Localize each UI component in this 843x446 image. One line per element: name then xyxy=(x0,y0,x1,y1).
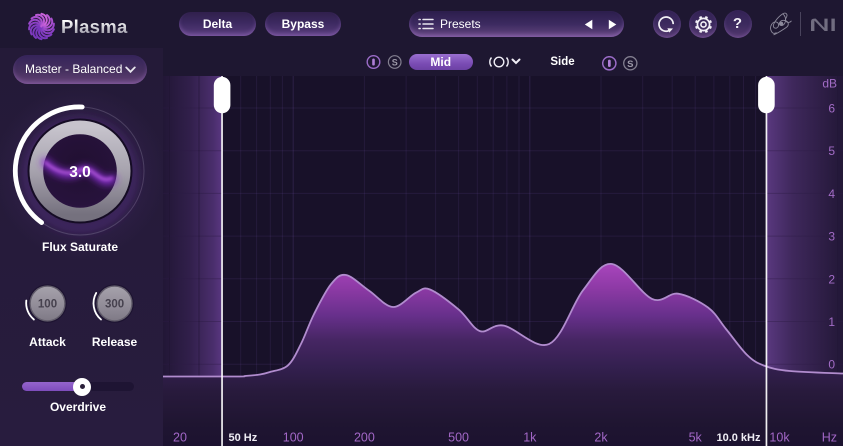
svg-text:dB: dB xyxy=(822,77,837,91)
svg-text:50 Hz: 50 Hz xyxy=(229,432,258,444)
svg-text:Hz: Hz xyxy=(822,431,837,445)
svg-text:200: 200 xyxy=(354,431,375,445)
svg-text:0: 0 xyxy=(828,358,835,372)
svg-text:4: 4 xyxy=(828,187,835,201)
svg-text:S: S xyxy=(392,58,398,68)
svg-text:500: 500 xyxy=(448,431,469,445)
svg-text:2: 2 xyxy=(828,272,835,286)
svg-text:5k: 5k xyxy=(689,431,703,445)
svg-text:300: 300 xyxy=(105,299,124,311)
svg-text:6: 6 xyxy=(828,102,835,116)
svg-text:10k: 10k xyxy=(769,431,790,445)
svg-text:1k: 1k xyxy=(523,431,537,445)
svg-text:3.0: 3.0 xyxy=(69,164,91,181)
svg-text:20: 20 xyxy=(173,431,187,445)
svg-text:1: 1 xyxy=(828,315,835,329)
svg-text:10.0 kHz: 10.0 kHz xyxy=(716,432,761,444)
svg-text:S: S xyxy=(627,59,633,70)
svg-text:2k: 2k xyxy=(594,431,608,445)
svg-text:100: 100 xyxy=(38,299,57,311)
svg-text:100: 100 xyxy=(283,431,304,445)
svg-text:5: 5 xyxy=(828,144,835,158)
svg-text:3: 3 xyxy=(828,230,835,244)
